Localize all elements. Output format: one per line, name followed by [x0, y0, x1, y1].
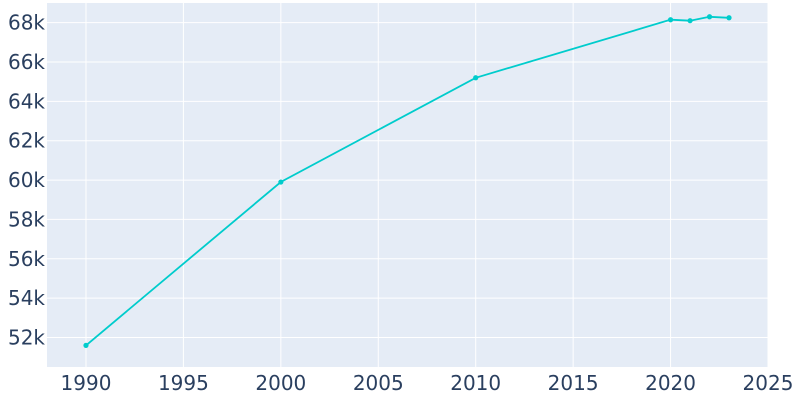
y-tick-label: 58k	[8, 207, 45, 231]
y-tick-label: 60k	[8, 168, 45, 192]
series-points	[83, 14, 732, 348]
x-tick-label: 2015	[548, 371, 599, 395]
plot-area	[47, 3, 768, 367]
y-grid	[47, 22, 768, 338]
data-point	[687, 18, 693, 24]
x-axis-tick-labels: 1990 1995 2000 2005 2010 2015 2020 2025	[61, 371, 794, 395]
y-tick-label: 66k	[8, 50, 45, 74]
data-point	[726, 15, 732, 21]
x-tick-label: 2025	[743, 371, 794, 395]
y-tick-label: 54k	[8, 286, 45, 310]
y-tick-label: 56k	[8, 247, 45, 271]
y-tick-label: 52k	[8, 325, 45, 349]
data-point	[473, 75, 479, 81]
x-tick-label: 1990	[61, 371, 112, 395]
x-tick-label: 1995	[158, 371, 209, 395]
y-tick-label: 62k	[8, 129, 45, 153]
x-tick-label: 2005	[353, 371, 404, 395]
y-axis-tick-labels: 52k 54k 56k 58k 60k 62k 64k 66k 68k	[8, 11, 45, 350]
x-tick-label: 2000	[255, 371, 306, 395]
data-point	[706, 14, 713, 20]
data-point	[667, 17, 674, 23]
x-grid	[85, 3, 769, 367]
x-tick-label: 2010	[450, 371, 501, 395]
y-tick-label: 64k	[8, 89, 45, 113]
data-point	[83, 342, 89, 348]
x-tick-label: 2020	[645, 371, 696, 395]
data-point	[278, 179, 284, 185]
y-tick-label: 68k	[8, 11, 45, 35]
